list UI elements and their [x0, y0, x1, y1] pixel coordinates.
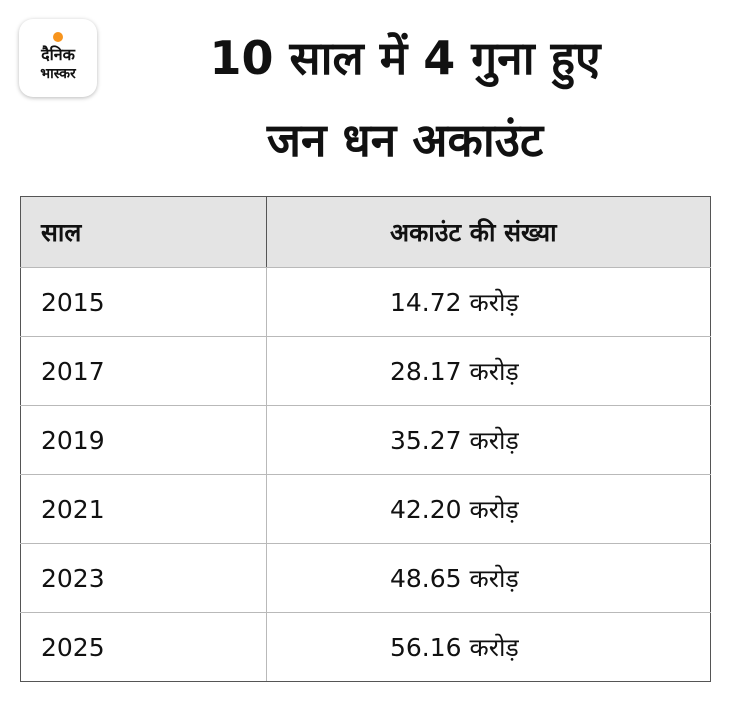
account-count-cell: 56.16 करोड़: [266, 612, 711, 682]
accounts-table: साल अकाउंट की संख्या 2015 14.72 करोड़ 2017…: [20, 196, 711, 682]
table-row: 2021 42.20 करोड़: [20, 474, 711, 544]
year-cell: 2023: [20, 543, 267, 613]
sun-dot-icon: [53, 32, 63, 42]
table-row: 2025 56.16 करोड़: [20, 612, 711, 682]
table-row: 2023 48.65 करोड़: [20, 543, 711, 613]
logo-text-line1: दैनिक: [41, 45, 75, 64]
account-count-cell: 42.20 करोड़: [266, 474, 711, 544]
logo-text-line2: भास्कर: [40, 66, 76, 82]
page-title-line2: जन धन अकाउंट: [266, 113, 544, 167]
dainik-bhaskar-logo: दैनिक भास्कर: [19, 19, 97, 97]
table-row: 2015 14.72 करोड़: [20, 267, 711, 337]
page-title-line1: 10 साल में 4 गुना हुए: [209, 31, 601, 85]
year-cell: 2015: [20, 267, 267, 337]
table-row: 2017 28.17 करोड़: [20, 336, 711, 406]
account-count-cell: 35.27 करोड़: [266, 405, 711, 475]
table-header-row: साल अकाउंट की संख्या: [20, 196, 711, 268]
account-count-cell: 14.72 करोड़: [266, 267, 711, 337]
account-count-cell: 48.65 करोड़: [266, 543, 711, 613]
account-count-cell: 28.17 करोड़: [266, 336, 711, 406]
year-cell: 2017: [20, 336, 267, 406]
year-cell: 2025: [20, 612, 267, 682]
table-row: 2019 35.27 करोड़: [20, 405, 711, 475]
year-cell: 2019: [20, 405, 267, 475]
year-cell: 2021: [20, 474, 267, 544]
column-header-year: साल: [20, 196, 267, 268]
column-header-accounts: अकाउंट की संख्या: [266, 196, 711, 268]
table-body: 2015 14.72 करोड़ 2017 28.17 करोड़ 2019 35.27 …: [20, 267, 711, 682]
